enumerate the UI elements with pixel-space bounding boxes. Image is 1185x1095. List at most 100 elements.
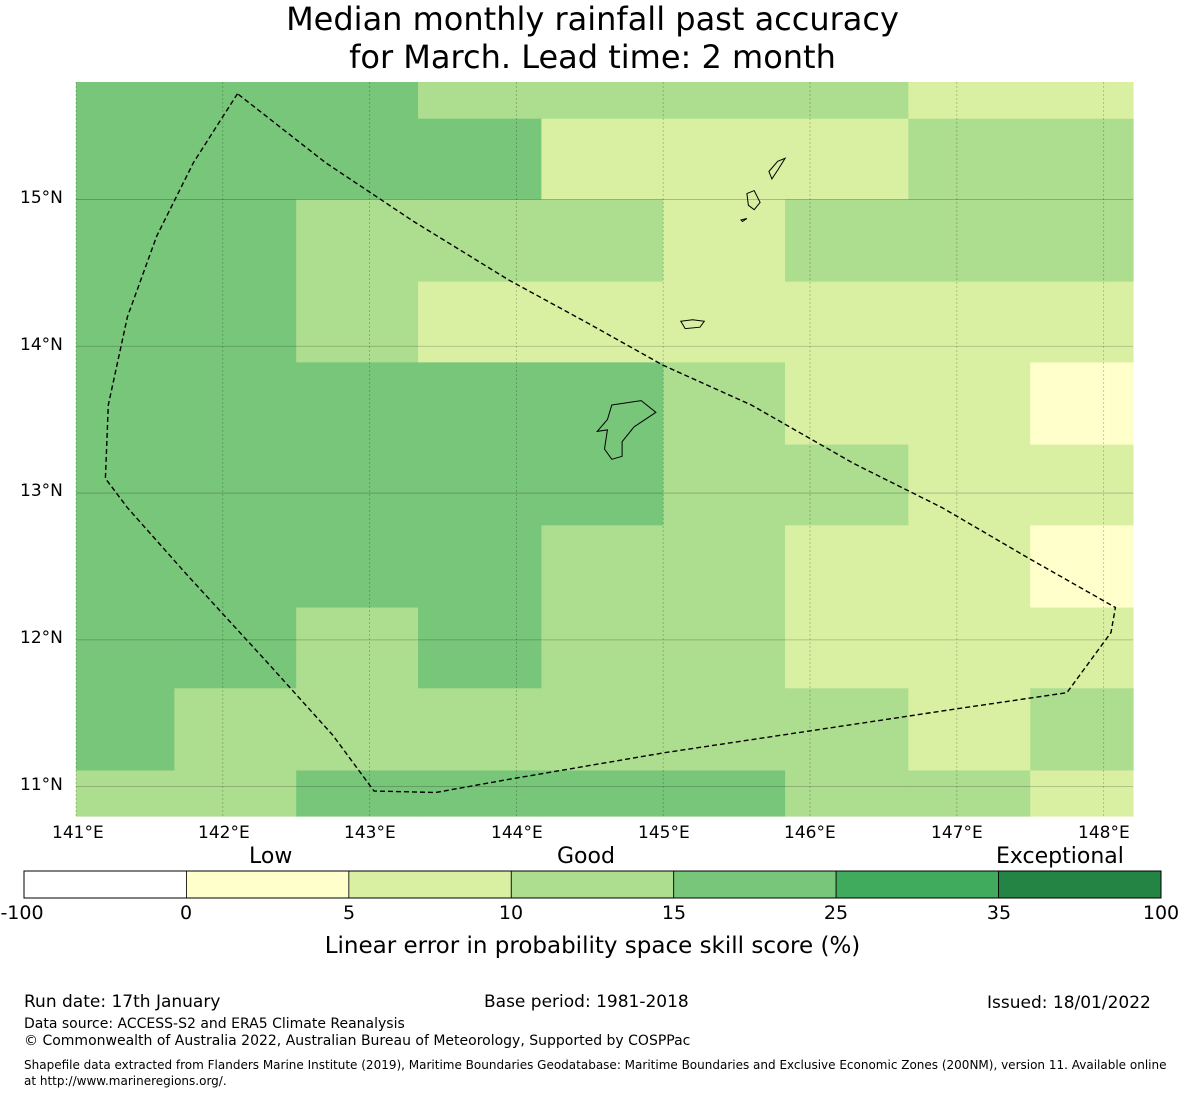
skill-cell <box>174 607 297 689</box>
skill-cell <box>174 362 297 446</box>
colorbar-bin <box>348 870 512 899</box>
skill-cell <box>76 362 175 446</box>
skill-cell <box>785 281 909 363</box>
colorbar-bin <box>998 870 1162 899</box>
colorbar-frame <box>23 870 1162 899</box>
skill-cell <box>296 688 419 772</box>
colorbar-tick-label: -100 <box>0 902 44 924</box>
skill-cell <box>1030 607 1134 689</box>
skill-cell <box>541 199 664 283</box>
skill-cell <box>76 770 175 817</box>
skill-cell <box>296 281 419 363</box>
copyright: © Commonwealth of Australia 2022, Austra… <box>24 1033 691 1049</box>
skill-cell <box>663 444 786 526</box>
island-outline <box>740 218 748 223</box>
skill-cell <box>663 118 786 201</box>
skill-cell <box>76 281 175 363</box>
colorbar-tick-label: 25 <box>823 902 849 924</box>
lon-tick-label: 141°E <box>52 823 104 843</box>
skill-cell <box>663 525 786 609</box>
skill-cell <box>418 607 542 689</box>
lon-tick-label: 145°E <box>638 823 690 843</box>
skill-cell <box>174 118 297 201</box>
skill-cell <box>541 525 664 609</box>
skill-cell <box>1030 281 1134 363</box>
shapefile-note: Shapefile data extracted from Flanders M… <box>24 1058 1167 1088</box>
skill-cell <box>1030 362 1134 446</box>
category-label-low: Low <box>249 844 293 869</box>
skill-cell <box>296 199 419 283</box>
skill-cell <box>785 525 909 609</box>
colorbar-bin <box>23 870 187 899</box>
graticule <box>75 82 1133 816</box>
skill-grid <box>76 82 1134 817</box>
skill-cell <box>908 199 1031 283</box>
run-date: Run date: 17th January <box>24 992 221 1012</box>
skill-cell <box>908 607 1031 689</box>
skill-cell <box>785 118 909 201</box>
skill-cell <box>908 770 1031 817</box>
category-label-exceptional: Exceptional <box>996 844 1124 869</box>
title-line-1: Median monthly rainfall past accuracy <box>286 0 899 38</box>
skill-cell <box>418 525 542 609</box>
title-line-2: for March. Lead time: 2 month <box>349 38 836 76</box>
island-outline <box>746 189 761 211</box>
island-outline <box>768 157 787 180</box>
skill-cell <box>908 525 1031 609</box>
lon-tick-label: 148°E <box>1078 823 1130 843</box>
lon-tick-label: 146°E <box>784 823 836 843</box>
skill-cell <box>296 82 419 120</box>
skill-cell <box>76 82 175 120</box>
skill-cell <box>1030 525 1134 609</box>
skill-cell <box>663 362 786 446</box>
island-outline <box>595 400 657 460</box>
skill-cell <box>663 281 786 363</box>
skill-cell <box>663 199 786 283</box>
skill-cell <box>1030 688 1134 772</box>
skill-cell <box>1030 199 1134 283</box>
skill-cell <box>174 444 297 526</box>
skill-cell <box>418 362 542 446</box>
skill-cell <box>908 281 1031 363</box>
skill-cell <box>541 444 664 526</box>
skill-cell <box>296 444 419 526</box>
skill-cell <box>418 688 542 772</box>
skill-cell <box>908 82 1031 120</box>
lat-tick-label: 11°N <box>20 775 63 795</box>
colorbar-tick-label: 15 <box>661 902 687 924</box>
skill-cell <box>908 688 1031 772</box>
skill-cell <box>663 770 786 817</box>
eez-boundary <box>104 93 1117 794</box>
skill-cell <box>785 607 909 689</box>
island-outline <box>679 319 706 330</box>
colorbar-bin <box>510 870 675 899</box>
skill-cell <box>76 444 175 526</box>
skill-cell <box>174 199 297 283</box>
skill-cell <box>785 770 909 817</box>
skill-cell <box>76 118 175 201</box>
colorbar-tick-label: 0 <box>179 902 193 924</box>
skill-cell <box>663 688 786 772</box>
lat-tick-label: 15°N <box>20 188 63 208</box>
skill-cell <box>76 688 175 772</box>
skill-cell <box>418 118 542 201</box>
skill-cell <box>418 444 542 526</box>
skill-cell <box>785 82 909 120</box>
skill-cell <box>174 82 297 120</box>
skill-cell <box>908 444 1031 526</box>
skill-cell <box>541 688 664 772</box>
chart-title: Median monthly rainfall past accuracy fo… <box>0 0 1185 76</box>
skill-cell <box>174 770 297 817</box>
skill-cell <box>1030 118 1134 201</box>
skill-cell <box>76 607 175 689</box>
lat-tick-label: 13°N <box>20 481 63 501</box>
skill-cell <box>541 770 664 817</box>
skill-cell <box>76 525 175 609</box>
skill-cell <box>418 281 542 363</box>
skill-cell <box>541 607 664 689</box>
colorbar-tick-label: 5 <box>342 902 356 924</box>
skill-cell <box>663 82 786 120</box>
data-source: Data source: ACCESS-S2 and ERA5 Climate … <box>24 1016 405 1032</box>
base-period: Base period: 1981-2018 <box>484 992 689 1012</box>
